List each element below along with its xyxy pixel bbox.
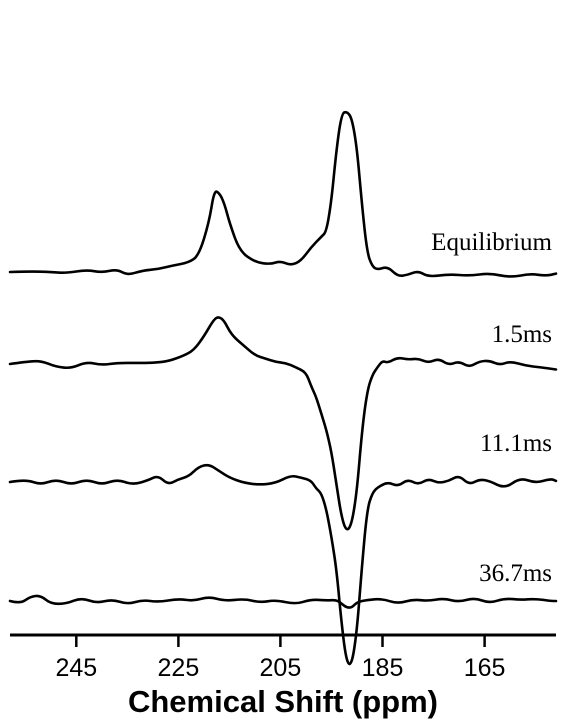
- series-label-1: Equilibrium: [431, 229, 552, 256]
- series-label-4: 36.7ms: [479, 560, 552, 587]
- x-tick-label: 225: [158, 654, 200, 682]
- series-line-4: [8, 594, 558, 609]
- series-label-3: 11.1ms: [480, 430, 552, 457]
- spectrum-traces: [8, 110, 558, 666]
- x-tick-label: 185: [362, 654, 404, 682]
- series-line-2: [8, 316, 558, 531]
- trace-labels: Equilibrium 1.5ms 11.1ms 36.7ms: [431, 229, 552, 587]
- series-line-3: [8, 463, 558, 666]
- x-axis-ticks: 245 225 205 185 165: [55, 635, 505, 682]
- x-tick-label: 205: [260, 654, 302, 682]
- x-tick-label: 165: [464, 654, 506, 682]
- series-label-2: 1.5ms: [492, 321, 552, 348]
- series-line-1: [8, 110, 558, 278]
- x-axis-title: Chemical Shift (ppm): [128, 684, 438, 719]
- x-tick-label: 245: [55, 654, 97, 682]
